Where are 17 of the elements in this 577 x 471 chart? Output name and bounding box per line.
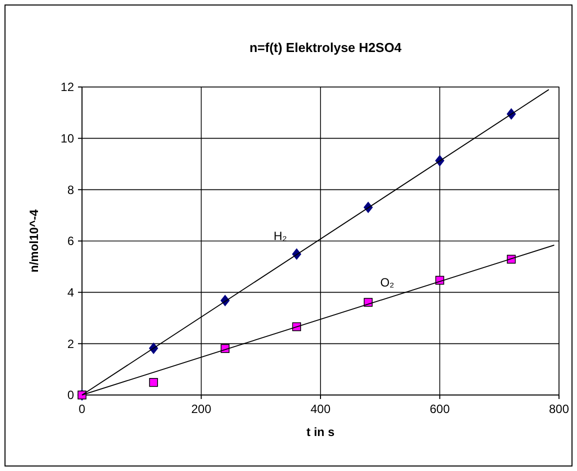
y-tick-label: 6 [67,234,74,248]
y-tick-label: 10 [60,132,74,146]
x-tick-label: 800 [548,402,570,416]
x-tick-label: 0 [78,402,86,416]
x-tick-label: 400 [310,402,331,416]
series-label: H₂ [274,229,288,244]
y-axis-title: n/mol10^-4 [27,209,41,273]
y-tick-label: 2 [67,336,74,351]
chart-title: n=f(t) Elektrolyse H2SO4 [249,40,402,55]
x-tick-label: 200 [191,402,212,416]
series-label: O₂ [380,275,395,290]
x-tick-label: 600 [430,402,450,416]
x-axis-title: t in s [306,425,335,439]
y-tick-label: 4 [67,286,74,300]
y-tick-label: 12 [60,80,74,94]
y-tick-label: 8 [67,182,74,197]
y-tick-label: 0 [67,388,74,402]
